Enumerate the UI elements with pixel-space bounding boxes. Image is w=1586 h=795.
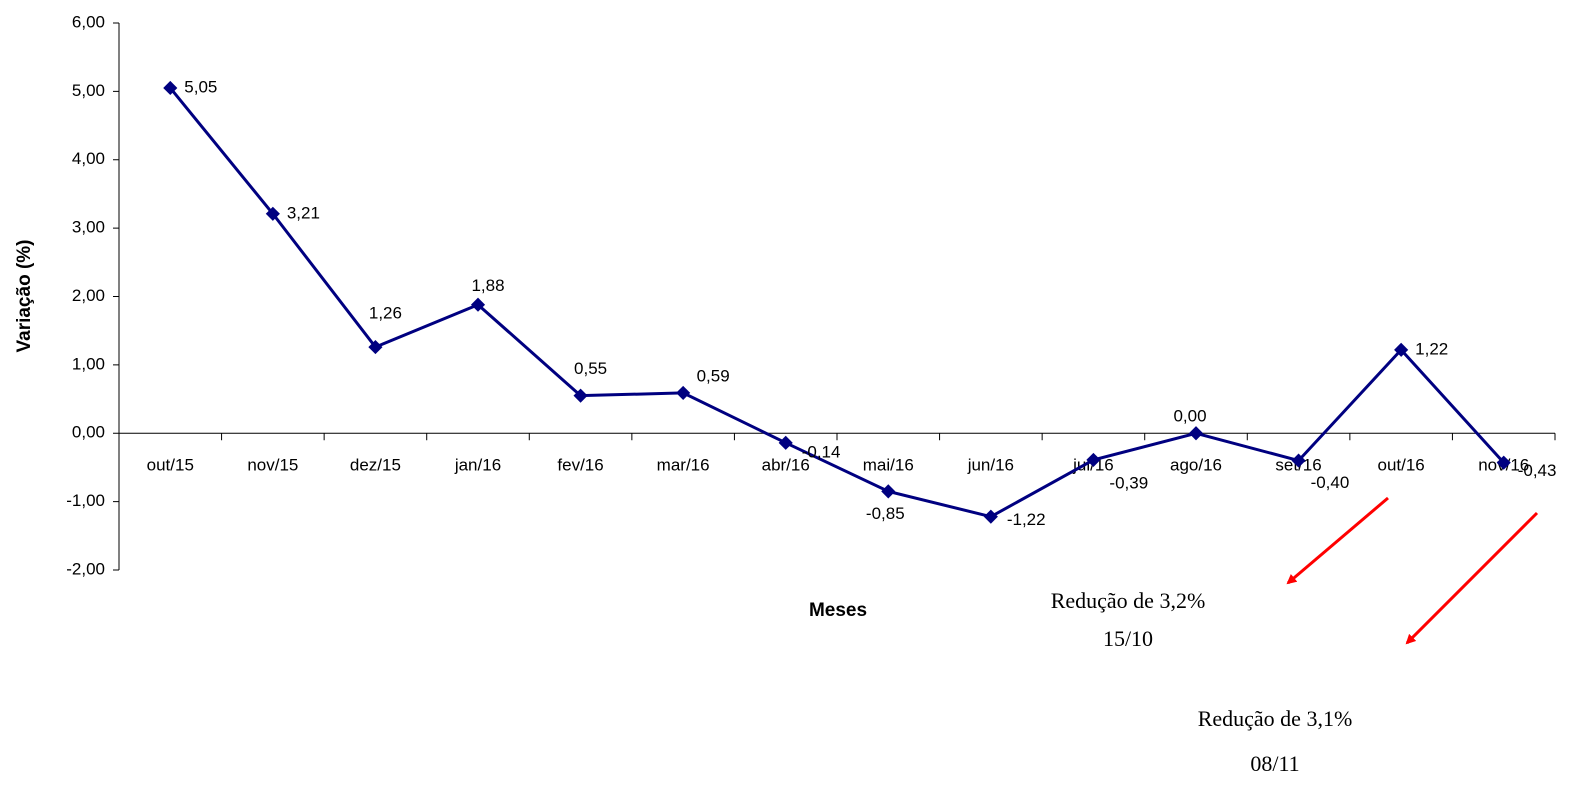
- y-tick-label: -1,00: [66, 491, 105, 510]
- y-tick-label: 5,00: [72, 81, 105, 100]
- data-label: -0,85: [866, 504, 905, 523]
- marker: [676, 385, 691, 400]
- arrow: [1286, 496, 1389, 585]
- x-tick-label: nov/15: [247, 456, 298, 475]
- marker: [1394, 342, 1409, 357]
- data-label: -0,39: [1109, 473, 1148, 492]
- marker: [778, 435, 793, 450]
- y-tick-label: 2,00: [72, 286, 105, 305]
- y-tick-label: 0,00: [72, 423, 105, 442]
- y-axis-title: Variação (%): [14, 240, 35, 353]
- y-tick-label: 3,00: [72, 218, 105, 237]
- x-tick-label: dez/15: [350, 456, 401, 475]
- x-tick-label: fev/16: [557, 456, 603, 475]
- x-tick-label: ago/16: [1170, 456, 1222, 475]
- annotation: Redução de 3,1%: [1198, 706, 1353, 731]
- y-tick-label: -2,00: [66, 559, 105, 578]
- marker: [1496, 455, 1511, 470]
- data-label: 5,05: [184, 77, 217, 96]
- marker: [881, 484, 896, 499]
- data-label: 1,88: [471, 276, 504, 295]
- y-tick-label: 4,00: [72, 149, 105, 168]
- x-tick-label: out/16: [1378, 456, 1425, 475]
- line: [169, 87, 1505, 519]
- x-axis-title: Meses: [809, 600, 867, 621]
- annotation: 08/11: [1250, 751, 1299, 776]
- arrow: [1405, 511, 1539, 645]
- marker: [1291, 453, 1306, 468]
- marker: [1086, 452, 1101, 467]
- data-label: -0,14: [802, 442, 841, 461]
- marker: [470, 297, 486, 312]
- data-label: 0,59: [697, 366, 730, 385]
- y-tick-label: 6,00: [72, 12, 105, 31]
- annotation: 15/10: [1103, 626, 1153, 651]
- annotation: Redução de 3,2%: [1051, 588, 1206, 613]
- data-label: 0,55: [574, 359, 607, 378]
- data-label: -1,22: [1007, 510, 1046, 529]
- marker: [1188, 426, 1204, 441]
- marker: [983, 509, 998, 524]
- x-tick-label: mar/16: [657, 456, 710, 475]
- marker: [573, 388, 588, 403]
- x-tick-label: abr/16: [762, 456, 810, 475]
- data-label: 3,21: [287, 203, 320, 222]
- x-tick-label: jan/16: [454, 456, 501, 475]
- data-label: 1,22: [1415, 339, 1448, 358]
- x-tick-label: out/15: [147, 456, 194, 475]
- marker: [265, 206, 280, 221]
- marker: [368, 340, 383, 355]
- data-label: 1,26: [369, 304, 402, 323]
- y-tick-label: 1,00: [72, 354, 105, 373]
- data-label: -0,43: [1518, 461, 1557, 480]
- data-label: -0,40: [1311, 473, 1350, 492]
- x-tick-label: mai/16: [863, 456, 914, 475]
- x-tick-label: jun/16: [967, 456, 1014, 475]
- data-label: 0,00: [1173, 407, 1206, 426]
